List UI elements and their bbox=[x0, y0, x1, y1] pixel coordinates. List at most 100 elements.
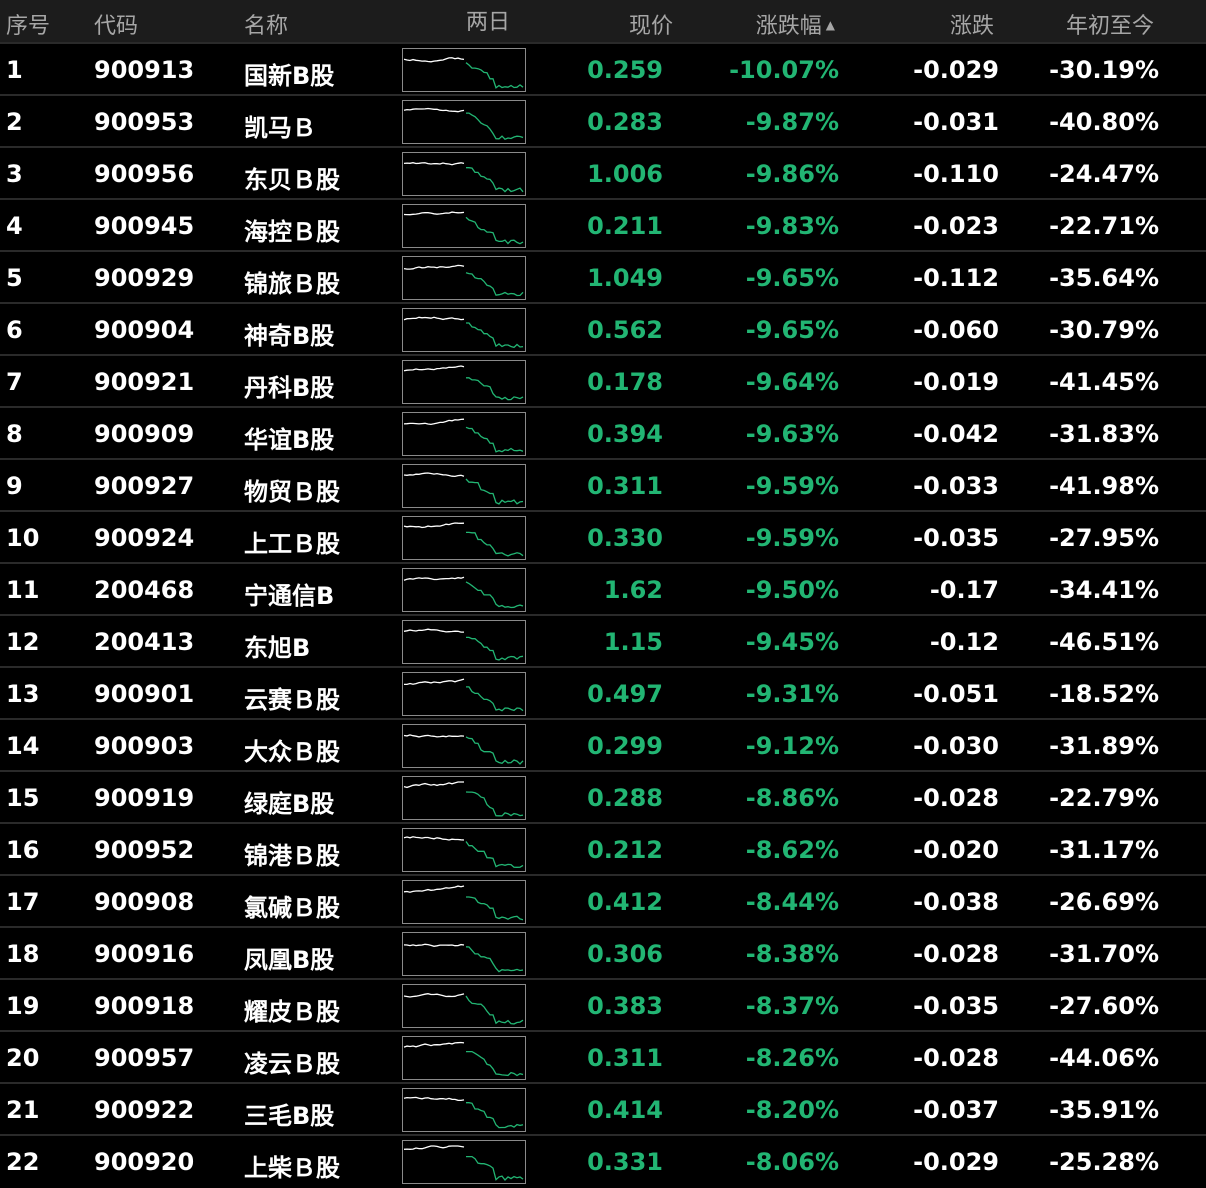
table-row[interactable]: 9 900927 物贸Ｂ股 0.311 -9.59% -0.033 -41.98% bbox=[0, 458, 1206, 510]
row-code: 900901 bbox=[94, 680, 195, 708]
row-code: 200468 bbox=[94, 576, 195, 604]
table-row[interactable]: 3 900956 东贝Ｂ股 1.006 -9.86% -0.110 -24.47% bbox=[0, 146, 1206, 198]
row-code: 900929 bbox=[94, 264, 195, 292]
row-code: 900920 bbox=[94, 1148, 195, 1176]
table-row[interactable]: 14 900903 大众Ｂ股 0.299 -9.12% -0.030 -31.89% bbox=[0, 718, 1206, 770]
header-name[interactable]: 名称 bbox=[244, 14, 289, 39]
row-change: -0.112 bbox=[913, 264, 999, 292]
row-name: 锦旅Ｂ股 bbox=[244, 270, 340, 298]
sparkline-frame bbox=[402, 620, 526, 664]
sparkline-day1 bbox=[403, 211, 465, 216]
table-row[interactable]: 16 900952 锦港Ｂ股 0.212 -8.62% -0.020 -31.17% bbox=[0, 822, 1206, 874]
sparkline-day2 bbox=[465, 426, 524, 453]
row-name: 凌云Ｂ股 bbox=[244, 1050, 340, 1078]
sparkline-frame bbox=[402, 568, 526, 612]
table-row[interactable]: 17 900908 氯碱Ｂ股 0.412 -8.44% -0.038 -26.69% bbox=[0, 874, 1206, 926]
row-code: 900904 bbox=[94, 316, 195, 344]
sparkline-frame bbox=[402, 672, 526, 716]
row-price: 1.049 bbox=[587, 264, 663, 292]
row-pct-change: -8.62% bbox=[745, 836, 839, 864]
table-row[interactable]: 19 900918 耀皮Ｂ股 0.383 -8.37% -0.035 -27.60% bbox=[0, 978, 1206, 1030]
row-pct-change: -9.59% bbox=[745, 472, 839, 500]
table-row[interactable]: 8 900909 华谊B股 0.394 -9.63% -0.042 -31.83% bbox=[0, 406, 1206, 458]
sparkline-day1 bbox=[403, 628, 464, 633]
row-change: -0.029 bbox=[913, 56, 999, 84]
two-day-sparkline bbox=[402, 100, 526, 144]
table-row[interactable]: 4 900945 海控Ｂ股 0.211 -9.83% -0.023 -22.71% bbox=[0, 198, 1206, 250]
row-price: 0.414 bbox=[587, 1096, 663, 1124]
sparkline-day2 bbox=[466, 531, 524, 557]
sort-ascending-icon: ▲ bbox=[825, 18, 835, 32]
row-name: 东旭B bbox=[244, 634, 311, 662]
header-price[interactable]: 现价 bbox=[628, 14, 673, 39]
table-row[interactable]: 13 900901 云赛Ｂ股 0.497 -9.31% -0.051 -18.52% bbox=[0, 666, 1206, 718]
header-change[interactable]: 涨跌 bbox=[949, 14, 994, 39]
table-row[interactable]: 12 200413 东旭B 1.15 -9.45% -0.12 -46.51% bbox=[0, 614, 1206, 666]
row-index: 7 bbox=[6, 368, 23, 396]
row-code: 900927 bbox=[94, 472, 195, 500]
row-pct-change: -9.86% bbox=[745, 160, 839, 188]
sparkline-day1 bbox=[403, 162, 465, 166]
row-code: 200413 bbox=[94, 628, 195, 656]
two-day-sparkline bbox=[402, 516, 526, 560]
sparkline-frame bbox=[402, 100, 526, 144]
sparkline-frame bbox=[402, 516, 526, 560]
two-day-sparkline bbox=[402, 48, 526, 92]
table-row[interactable]: 11 200468 宁通信B 1.62 -9.50% -0.17 -34.41% bbox=[0, 562, 1206, 614]
two-day-sparkline bbox=[402, 464, 526, 508]
row-index: 8 bbox=[6, 420, 23, 448]
row-change: -0.033 bbox=[913, 472, 999, 500]
sparkline-day1 bbox=[404, 678, 465, 686]
table-row[interactable]: 6 900904 神奇B股 0.562 -9.65% -0.060 -30.79% bbox=[0, 302, 1206, 354]
table-row[interactable]: 21 900922 三毛B股 0.414 -8.20% -0.037 -35.91% bbox=[0, 1082, 1206, 1134]
row-pct-change: -9.12% bbox=[745, 732, 839, 760]
row-ytd: -44.06% bbox=[1049, 1044, 1159, 1072]
table-row[interactable]: 2 900953 凯马Ｂ 0.283 -9.87% -0.031 -40.80% bbox=[0, 94, 1206, 146]
row-pct-change: -9.65% bbox=[745, 264, 839, 292]
sparkline-day1 bbox=[403, 734, 465, 738]
row-pct-change: -9.63% bbox=[745, 420, 839, 448]
row-ytd: -41.45% bbox=[1049, 368, 1159, 396]
sparkline-day1 bbox=[403, 993, 465, 998]
table-row[interactable]: 10 900924 上工Ｂ股 0.330 -9.59% -0.035 -27.95% bbox=[0, 510, 1206, 562]
row-pct-change: -8.37% bbox=[745, 992, 839, 1020]
two-day-sparkline bbox=[402, 880, 526, 924]
row-change: -0.038 bbox=[913, 888, 999, 916]
table-row[interactable]: 1 900913 国新B股 0.259 -10.07% -0.029 -30.19% bbox=[0, 42, 1206, 94]
row-index: 13 bbox=[6, 680, 40, 708]
table-row[interactable]: 7 900921 丹科B股 0.178 -9.64% -0.019 -41.45% bbox=[0, 354, 1206, 406]
row-index: 10 bbox=[6, 524, 40, 552]
row-index: 3 bbox=[6, 160, 23, 188]
header-index[interactable]: 序号 bbox=[6, 14, 51, 39]
header-two-day[interactable]: 两日 bbox=[466, 10, 511, 35]
table-row[interactable]: 20 900957 凌云Ｂ股 0.311 -8.26% -0.028 -44.06% bbox=[0, 1030, 1206, 1082]
two-day-sparkline bbox=[402, 932, 526, 976]
two-day-sparkline bbox=[402, 1088, 526, 1132]
row-name: 上柴Ｂ股 bbox=[244, 1154, 340, 1182]
sparkline-day2 bbox=[466, 686, 524, 712]
two-day-sparkline bbox=[402, 984, 526, 1028]
row-code: 900903 bbox=[94, 732, 195, 760]
table-row[interactable]: 22 900920 上柴Ｂ股 0.331 -8.06% -0.029 -25.28% bbox=[0, 1134, 1206, 1186]
sparkline-day1 bbox=[403, 885, 465, 893]
row-ytd: -31.17% bbox=[1049, 836, 1159, 864]
table-header: 序号 代码 名称 两日 现价 涨跌幅 ▲ 涨跌 年初至今 bbox=[0, 0, 1206, 42]
sparkline-day2 bbox=[466, 112, 524, 140]
header-code[interactable]: 代码 bbox=[94, 14, 139, 39]
sparkline-frame bbox=[402, 152, 526, 196]
two-day-sparkline bbox=[402, 724, 526, 768]
header-ytd[interactable]: 年初至今 bbox=[1065, 14, 1154, 39]
row-pct-change: -9.65% bbox=[745, 316, 839, 344]
row-index: 20 bbox=[6, 1044, 40, 1072]
sparkline-day2 bbox=[465, 791, 524, 817]
two-day-sparkline bbox=[402, 360, 526, 404]
header-pct-change[interactable]: 涨跌幅 ▲ bbox=[756, 8, 835, 40]
table-row[interactable]: 15 900919 绿庭B股 0.288 -8.86% -0.028 -22.79% bbox=[0, 770, 1206, 822]
two-day-sparkline bbox=[402, 672, 526, 716]
sparkline-day1 bbox=[403, 472, 465, 478]
table-row[interactable]: 5 900929 锦旅Ｂ股 1.049 -9.65% -0.112 -35.64% bbox=[0, 250, 1206, 302]
sparkline-frame bbox=[402, 724, 526, 768]
sparkline-frame bbox=[402, 828, 526, 872]
table-row[interactable]: 18 900916 凤凰B股 0.306 -8.38% -0.028 -31.70% bbox=[0, 926, 1206, 978]
